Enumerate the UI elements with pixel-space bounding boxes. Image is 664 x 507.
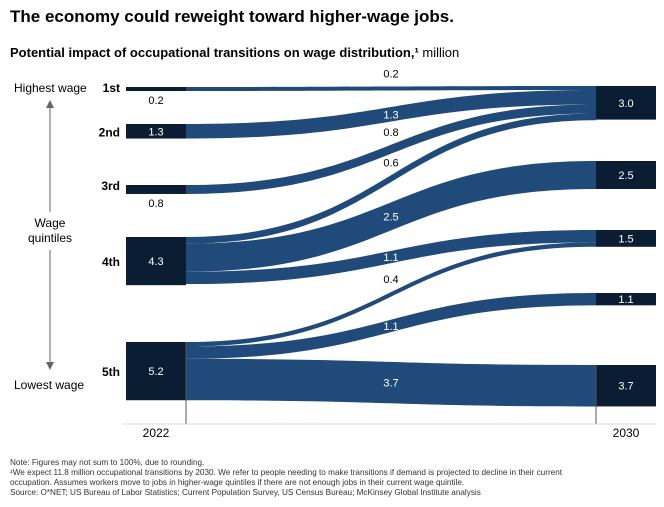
wage-quintiles-label-1: Wage [35, 216, 66, 230]
flow-band-3 [186, 113, 596, 244]
arrow-down-icon [46, 362, 54, 370]
footnote-1a: ¹We expect 11.8 million occupational tra… [10, 468, 563, 477]
left-value-label-1: 1.3 [148, 126, 163, 138]
right-value-label-0: 3.0 [618, 98, 633, 110]
right-node-4 [596, 365, 656, 407]
left-value-label-2: 0.8 [148, 198, 163, 210]
flow-band-5 [186, 230, 596, 285]
highest-wage-label: Highest wage [14, 81, 87, 95]
left-node-2 [126, 185, 186, 194]
lowest-wage-label: Lowest wage [14, 378, 84, 392]
right-node-2 [596, 230, 656, 247]
left-node-3 [126, 237, 186, 286]
flow-label-0: 0.2 [383, 69, 398, 81]
flow-band-0 [186, 86, 596, 91]
right-value-label-3: 1.1 [618, 294, 633, 306]
column-label-2022: 2022 [143, 426, 170, 440]
right-value-label-4: 3.7 [618, 381, 633, 393]
left-value-label-3: 4.3 [148, 256, 163, 268]
flow-band-2 [186, 104, 596, 194]
right-node-3 [596, 293, 656, 306]
quintile-label-3: 4th [102, 255, 120, 269]
flow-band-8 [186, 358, 596, 407]
flow-label-4: 2.5 [383, 211, 398, 223]
footnote-source: Source: O*NET; US Bureau of Labor Statis… [10, 488, 481, 497]
column-label-2030: 2030 [613, 426, 640, 440]
flow-band-7 [186, 293, 596, 359]
subtitle-unit: million [418, 45, 460, 60]
flow-label-5: 1.1 [383, 252, 398, 264]
flow-label-6: 0.4 [383, 274, 398, 286]
flow-label-8: 3.7 [383, 378, 398, 390]
flow-label-2: 0.8 [383, 127, 398, 139]
footnote-note: Note: Figures may not sum to 100%, due t… [10, 458, 205, 467]
quintile-label-0: 1st [103, 81, 120, 95]
subtitle-bold: Potential impact of occupational transit… [10, 45, 419, 60]
left-node-1 [126, 124, 186, 139]
left-value-label-0: 0.2 [148, 95, 163, 107]
quintile-label-4: 5th [102, 365, 120, 379]
flow-label-7: 1.1 [383, 321, 398, 333]
quintile-label-2: 3rd [101, 179, 120, 193]
wage-quintiles-label-2: quintiles [28, 231, 72, 245]
footnote-1b: occupation. Assumes workers move to jobs… [10, 478, 465, 487]
flow-band-4 [186, 161, 596, 272]
right-value-label-2: 1.5 [618, 233, 633, 245]
right-node-1 [596, 161, 656, 189]
page-title: The economy could reweight toward higher… [10, 7, 454, 26]
flow-band-1 [186, 90, 596, 139]
left-value-label-4: 5.2 [148, 366, 163, 378]
right-node-0 [596, 86, 656, 120]
flow-band-6 [186, 242, 596, 347]
right-value-label-1: 2.5 [618, 170, 633, 182]
quintile-label-1: 2nd [99, 125, 120, 139]
left-node-4 [126, 342, 186, 401]
flow-label-1: 1.3 [383, 109, 398, 121]
chart-subtitle: Potential impact of occupational transit… [10, 45, 459, 60]
flow-label-3: 0.6 [383, 157, 398, 169]
arrow-up-icon [46, 100, 54, 108]
left-node-0 [126, 87, 186, 91]
